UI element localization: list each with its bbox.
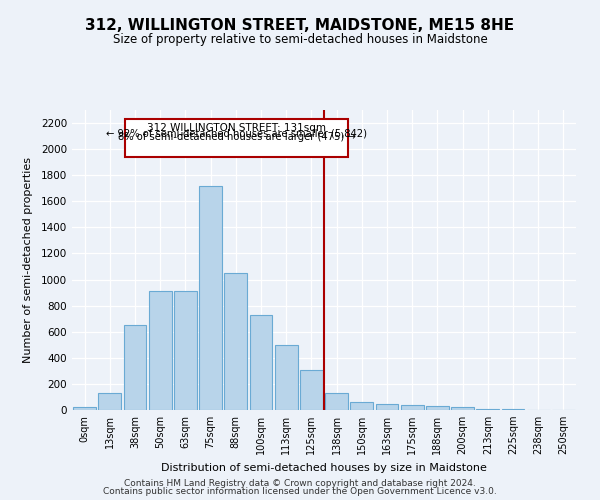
Y-axis label: Number of semi-detached properties: Number of semi-detached properties bbox=[23, 157, 32, 363]
Text: 8% of semi-detached houses are larger (475) →: 8% of semi-detached houses are larger (4… bbox=[118, 132, 355, 142]
FancyBboxPatch shape bbox=[125, 119, 348, 157]
Text: 312, WILLINGTON STREET, MAIDSTONE, ME15 8HE: 312, WILLINGTON STREET, MAIDSTONE, ME15 … bbox=[85, 18, 515, 32]
Bar bbox=[224, 273, 247, 410]
Bar bbox=[174, 292, 197, 410]
Text: Contains HM Land Registry data © Crown copyright and database right 2024.: Contains HM Land Registry data © Crown c… bbox=[124, 478, 476, 488]
Text: Size of property relative to semi-detached houses in Maidstone: Size of property relative to semi-detach… bbox=[113, 32, 487, 46]
Bar bbox=[451, 408, 474, 410]
Bar bbox=[300, 370, 323, 410]
Text: 312 WILLINGTON STREET: 131sqm: 312 WILLINGTON STREET: 131sqm bbox=[147, 123, 326, 133]
Bar bbox=[199, 186, 222, 410]
Bar bbox=[426, 406, 449, 410]
Bar bbox=[376, 404, 398, 410]
Bar bbox=[73, 408, 96, 410]
Bar bbox=[250, 315, 272, 410]
X-axis label: Distribution of semi-detached houses by size in Maidstone: Distribution of semi-detached houses by … bbox=[161, 462, 487, 472]
Bar bbox=[401, 405, 424, 410]
Bar bbox=[476, 408, 499, 410]
Bar bbox=[98, 393, 121, 410]
Bar bbox=[350, 402, 373, 410]
Bar bbox=[325, 393, 348, 410]
Bar bbox=[149, 292, 172, 410]
Text: Contains public sector information licensed under the Open Government Licence v3: Contains public sector information licen… bbox=[103, 487, 497, 496]
Bar bbox=[275, 345, 298, 410]
Bar bbox=[124, 325, 146, 410]
Text: ← 92% of semi-detached houses are smaller (5,842): ← 92% of semi-detached houses are smalle… bbox=[106, 128, 367, 138]
